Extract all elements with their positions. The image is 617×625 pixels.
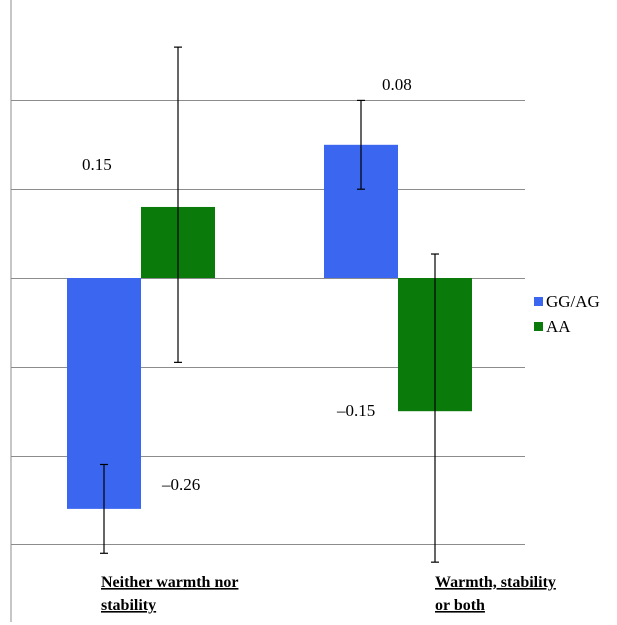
category-label: Neither warmth nor [101,574,238,591]
category-label: stability [101,597,156,614]
data-labels: –0.26 0.15 0.08 –0.15 [82,75,412,494]
category-labels: Neither warmth nor stability Warmth, stabi… [101,574,556,614]
legend-swatch [534,322,543,331]
legend-item: GG/AG [534,292,600,311]
legend-swatch [534,297,543,306]
data-label: 0.08 [382,75,412,94]
legend-label: GG/AG [546,292,600,311]
data-label: –0.26 [161,475,200,494]
legend-label: AA [546,317,571,336]
error-bar [357,99,365,190]
legend-item: AA [534,317,571,336]
error-bars [100,46,439,563]
legend: GG/AG AA [534,292,600,336]
error-bar [431,253,439,563]
data-label: –0.15 [336,401,375,420]
bars [67,144,472,509]
data-label: 0.15 [82,155,112,174]
category-label: or both [435,597,485,614]
error-bar [174,46,182,363]
category-label: Warmth, stability [435,574,556,591]
error-bar [100,463,108,554]
